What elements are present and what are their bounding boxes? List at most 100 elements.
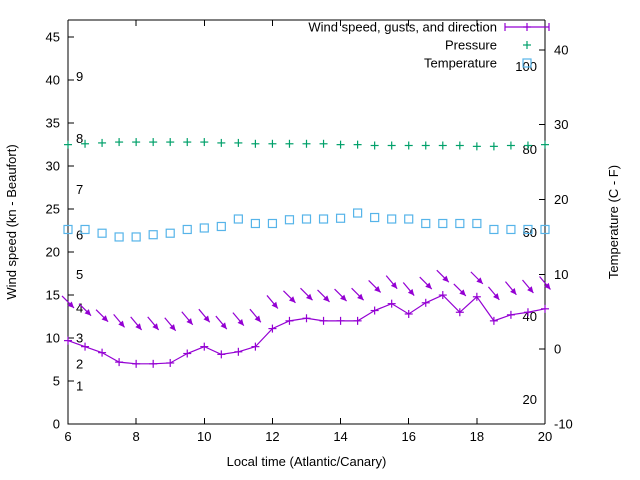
right-tick-label: -10 (554, 417, 573, 432)
x-tick-label: 6 (64, 429, 71, 444)
left-tick-label: 30 (46, 159, 60, 174)
left-tick-label: 35 (46, 116, 60, 131)
temperature-point (97, 228, 107, 238)
temperature-point (216, 221, 226, 232)
beaufort-label: 7 (76, 182, 83, 197)
x-axis: 6 8 10 12 14 16 18 20 (64, 20, 552, 444)
gust-arrow-head (288, 296, 296, 303)
temperature-point (318, 214, 329, 224)
temperature-point (267, 218, 278, 229)
gust-arrow-head (459, 289, 466, 296)
y2-axis-title: Temperature (C - F) (606, 165, 621, 279)
right-axis: -10 0 10 20 30 40 (539, 42, 573, 432)
left-axis: 0 5 10 15 20 25 30 35 40 45 (46, 30, 74, 432)
beaufort-label: 3 (76, 331, 83, 346)
temperature-point (250, 218, 260, 229)
temperature-point (455, 218, 465, 229)
temperature-point (233, 214, 243, 224)
temperature-point (438, 218, 448, 229)
x-tick-label: 20 (538, 429, 552, 444)
gust-arrow-head (425, 282, 432, 290)
left-tick-label: 40 (46, 73, 60, 88)
left-tick-label: 45 (46, 30, 60, 45)
right-tick-label: 40 (554, 42, 568, 57)
gust-arrow-head (169, 324, 176, 331)
gust-arrow-head (271, 301, 278, 309)
wind-speed-line (67, 294, 546, 365)
legend-label-wind: Wind speed, gusts, and direction (308, 20, 497, 35)
x-tick-label: 16 (401, 429, 415, 444)
temperature-point (114, 232, 124, 242)
x-tick-label: 18 (470, 429, 484, 444)
fahrenheit-label: 60 (523, 225, 537, 240)
gust-arrow-head (118, 320, 125, 328)
temperature-point (540, 224, 550, 235)
legend-label-pressure: Pressure (445, 38, 497, 53)
gust-arrow-head (493, 293, 500, 300)
series-wind-gusts (61, 269, 551, 332)
beaufort-label: 6 (76, 227, 83, 242)
temperature-point (404, 214, 414, 224)
legend-sample-temperature (522, 58, 532, 68)
left-tick-label: 0 (53, 417, 60, 432)
fahrenheit-label: 100 (515, 59, 537, 74)
series-wind-speed (64, 291, 549, 368)
gust-arrow-head (390, 282, 398, 289)
temperature-point (199, 223, 209, 233)
fahrenheit-label: 80 (523, 142, 537, 157)
right-tick-label: 20 (554, 192, 568, 207)
beaufort-label: 4 (76, 300, 83, 315)
legend-label-temperature: Temperature (424, 56, 497, 71)
temperature-point (148, 230, 158, 240)
temperature-point (421, 218, 431, 229)
gust-arrow-head (510, 288, 517, 295)
gust-arrow-head (152, 323, 159, 330)
gust-arrow-head (527, 286, 534, 293)
left-tick-label: 25 (46, 202, 60, 217)
y-axis-title: Wind speed (kn - Beaufort) (4, 144, 19, 299)
right-tick-label: 30 (554, 117, 568, 132)
gust-arrow-head (101, 315, 109, 322)
x-axis-title: Local time (Atlantic/Canary) (227, 454, 387, 469)
gust-arrow-head (84, 309, 92, 316)
temperature-point (335, 213, 346, 223)
gust-arrow-head (476, 277, 483, 284)
beaufort-label: 2 (76, 356, 83, 371)
gust-arrow-head (237, 318, 244, 326)
gust-arrow-head (203, 315, 210, 323)
axis-titles: Local time (Atlantic/Canary) Wind speed (… (4, 144, 621, 469)
temperature-point (472, 218, 482, 229)
temperature-point (387, 214, 397, 224)
temperature-point (284, 215, 295, 225)
gust-arrow-head (306, 293, 313, 301)
temperature-point (506, 224, 516, 235)
temperature-point (165, 228, 175, 238)
temperature-point (370, 212, 380, 223)
temperature-point (523, 224, 533, 235)
series-temperature (63, 208, 550, 242)
left-tick-label: 20 (46, 245, 60, 260)
temperature-point (80, 224, 90, 235)
gust-arrow-head (323, 295, 330, 302)
gust-arrow-head (186, 318, 193, 325)
beaufort-scale-labels: 1 2 3 4 5 6 7 8 9 (76, 69, 83, 393)
gust-arrow-head (442, 275, 449, 283)
right-tick-label: 0 (554, 342, 561, 357)
legend: Wind speed, gusts, and direction Pressure… (308, 20, 550, 71)
gust-arrow-head (220, 322, 227, 330)
temperature-point (301, 214, 312, 224)
gust-arrow-head (407, 288, 415, 296)
beaufort-label: 1 (76, 379, 83, 394)
x-tick-label: 12 (265, 429, 279, 444)
gust-arrow-head (67, 301, 75, 308)
temperature-point (182, 224, 192, 235)
temperature-point (489, 224, 499, 235)
series-pressure (64, 138, 549, 151)
right-tick-label: 10 (554, 267, 568, 282)
gust-arrow-head (340, 294, 347, 302)
temperature-point (63, 224, 73, 235)
gust-arrow-head (374, 285, 381, 293)
